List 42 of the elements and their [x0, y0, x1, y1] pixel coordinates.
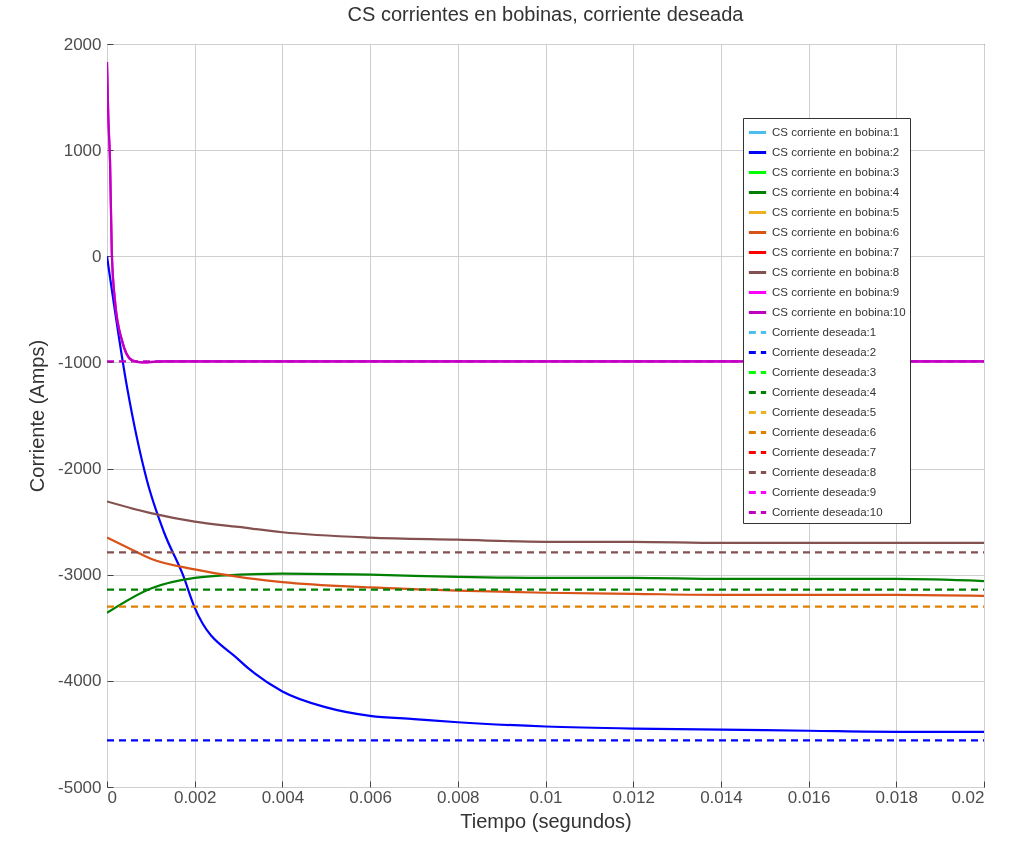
legend-label: Corriente deseada:1	[772, 325, 877, 338]
chart-title: CS corrientes en bobinas, corriente deseada	[347, 3, 745, 25]
y-tick-label: -5000	[58, 777, 102, 797]
y-tick-label: 2000	[63, 34, 102, 54]
y-tick-label: -4000	[58, 671, 102, 691]
legend-label: CS corriente en bobina:5	[772, 205, 900, 218]
y-axis-title: Corriente (Amps)	[26, 339, 49, 493]
x-tick-label: 0.002	[173, 787, 217, 807]
legend-label: CS corriente en bobina:1	[772, 125, 900, 138]
legend-label: CS corriente en bobina:10	[772, 305, 906, 318]
legend-label: Corriente deseada:3	[772, 365, 877, 378]
x-tick-label: 0.008	[437, 787, 480, 807]
x-tick-label: 0.016	[787, 787, 831, 807]
x-tick-label: 0.01	[529, 787, 563, 807]
x-tick-label: 0.02	[951, 787, 985, 807]
legend-label: Corriente deseada:4	[772, 385, 877, 398]
legend-label: Corriente deseada:9	[772, 485, 877, 498]
x-tick-label: 0.004	[261, 787, 305, 807]
x-tick-label: 0.018	[875, 787, 919, 807]
legend-label: Corriente deseada:8	[772, 465, 877, 478]
y-tick-label: -1000	[58, 352, 102, 372]
legend-label: Corriente deseada:10	[772, 505, 883, 518]
legend-label: CS corriente en bobina:4	[772, 185, 900, 198]
legend-label: CS corriente en bobina:8	[772, 265, 900, 278]
x-tick-label: 0.006	[349, 787, 392, 807]
legend-label: CS corriente en bobina:7	[772, 245, 900, 258]
y-tick-label: -2000	[58, 459, 102, 479]
y-tick-label: 1000	[63, 140, 102, 160]
legend-label: CS corriente en bobina:6	[772, 225, 900, 238]
y-tick-label: -3000	[58, 565, 102, 585]
x-tick-label: 0	[107, 787, 117, 807]
legend-label: CS corriente en bobina:2	[772, 145, 900, 158]
x-tick-label: 0.014	[700, 787, 743, 807]
legend-label: Corriente deseada:7	[772, 445, 877, 458]
legend-label: CS corriente en bobina:3	[772, 165, 900, 178]
x-tick-label: 0.012	[612, 787, 655, 807]
legend-label: Corriente deseada:2	[772, 345, 877, 358]
y-tick-label: 0	[92, 246, 102, 266]
x-axis-title: Tiempo (segundos)	[460, 809, 632, 832]
legend-label: Corriente deseada:5	[772, 405, 877, 418]
legend-label: Corriente deseada:6	[772, 425, 877, 438]
legend-label: CS corriente en bobina:9	[772, 285, 900, 298]
